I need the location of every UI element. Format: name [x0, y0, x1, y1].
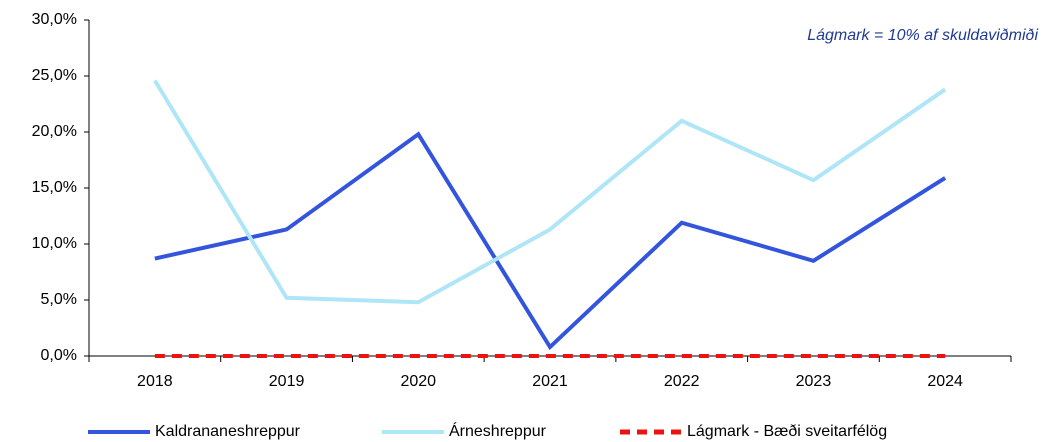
y-tick-label: 30,0% [32, 11, 77, 28]
x-tick-label: 2018 [137, 373, 173, 390]
annotation: Lágmark = 10% af skuldaviðmiði [807, 27, 1038, 44]
legend-label: Lágmark - Bæði sveitarfélög [687, 423, 887, 440]
x-tick-label: 2019 [269, 373, 305, 390]
y-tick-label: 0,0% [41, 347, 77, 364]
y-tick-label: 15,0% [32, 179, 77, 196]
legend-label: Kaldrananeshreppur [155, 423, 301, 440]
y-tick-label: 5,0% [41, 291, 77, 308]
x-tick-label: 2022 [664, 373, 700, 390]
y-tick-label: 20,0% [32, 123, 77, 140]
x-tick-label: 2020 [400, 373, 436, 390]
legend-label: Árneshreppur [449, 421, 547, 440]
series-line [154, 131, 947, 351]
y-tick-label: 10,0% [32, 235, 77, 252]
x-tick-label: 2023 [796, 373, 832, 390]
y-tick-label: 25,0% [32, 67, 77, 84]
x-tick-label: 2021 [532, 373, 568, 390]
series-line [153, 79, 947, 305]
x-tick-label: 2024 [927, 373, 963, 390]
